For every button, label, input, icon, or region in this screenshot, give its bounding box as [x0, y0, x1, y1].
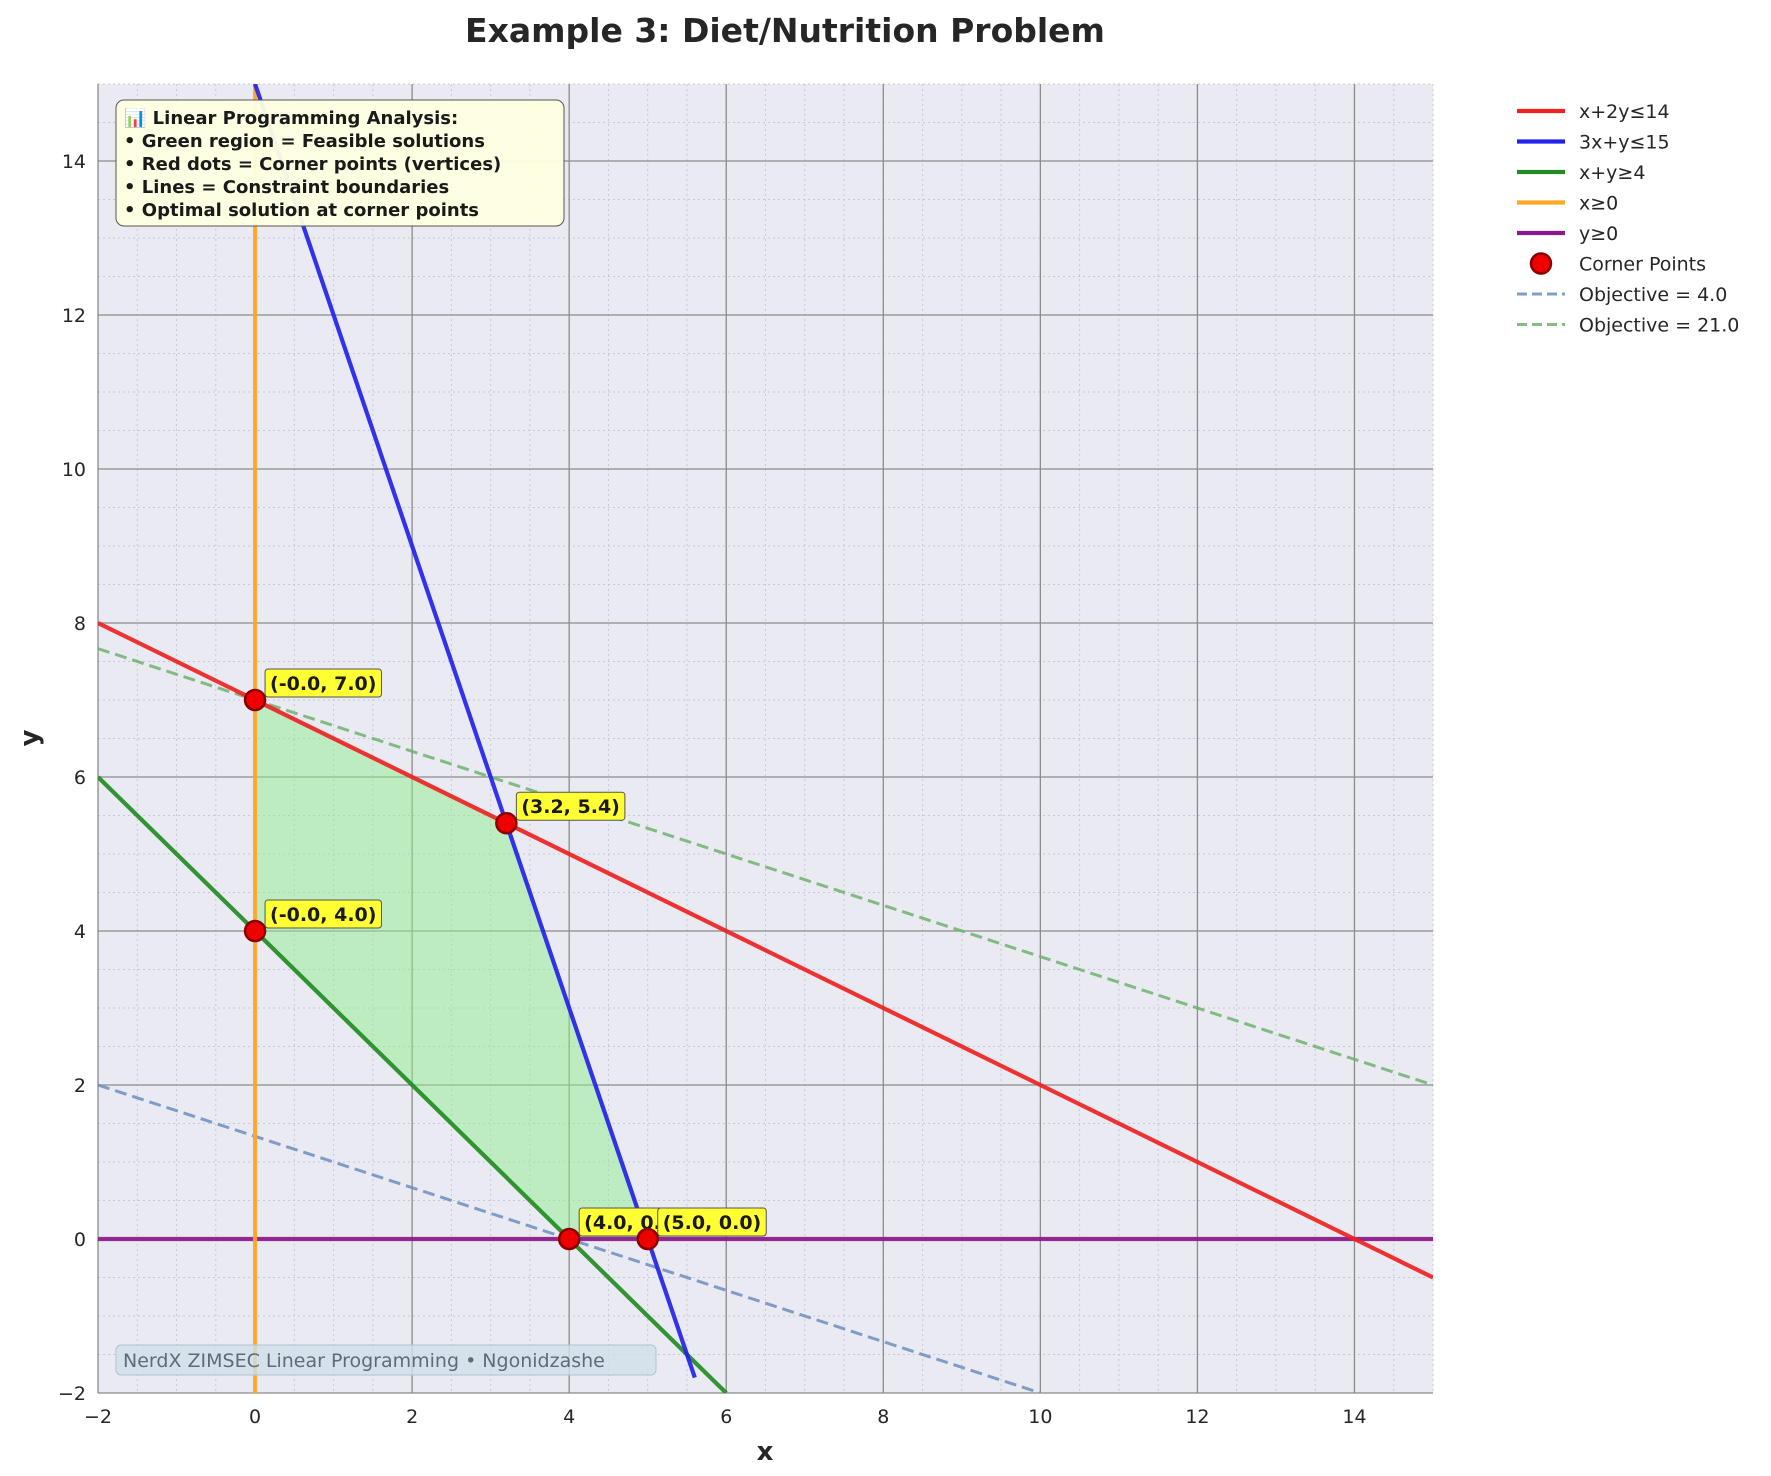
series-line-1	[253, 84, 697, 1379]
legend-label: x+2y≤14	[1579, 101, 1670, 123]
corner-label-2: (-0.0, 4.0)	[264, 899, 382, 929]
y-tick-label: 12	[62, 305, 86, 327]
corner-label-box	[264, 899, 382, 929]
y-tick-label: 2	[74, 1075, 86, 1097]
y-tick-label: 14	[62, 151, 86, 173]
legend-label: Objective = 4.0	[1579, 284, 1727, 306]
corner-label-box	[264, 668, 382, 698]
corner-point-0	[243, 688, 267, 712]
corner-point-1	[495, 811, 518, 835]
x-tick-label: −2	[84, 1406, 112, 1428]
corner-label-1: (3.2, 5.4)	[515, 791, 626, 821]
corner-label-box	[657, 1207, 767, 1237]
watermark-text: NerdX ZIMSEC Linear Programming • Ngonid…	[123, 1350, 605, 1372]
x-tick-label: 6	[720, 1406, 732, 1428]
watermark-bg	[115, 1344, 657, 1376]
legend-entry-0: x+2y≤14	[1517, 101, 1670, 123]
data-layer: (-0.0, 7.0)(3.2, 5.4)(-0.0, 4.0)(4.0, 0.…	[98, 84, 1433, 1393]
x-tick-label: 2	[406, 1406, 418, 1428]
y-tick-label: 8	[74, 613, 86, 635]
series-line-0	[98, 621, 1433, 1280]
x-tick-label: 12	[1185, 1406, 1209, 1428]
x-axis-title: x	[757, 1437, 774, 1467]
chart-title: Example 3: Diet/Nutrition Problem	[465, 11, 1105, 50]
corner-label-box	[515, 791, 626, 821]
info-box-bg	[115, 99, 565, 227]
legend-entry-4: y≥0	[1517, 223, 1618, 245]
x-tick-label: 0	[249, 1406, 261, 1428]
corner-point-2	[243, 919, 267, 943]
corner-label-text: (-0.0, 7.0)	[270, 673, 376, 695]
corner-label-4: (5.0, 0.0)	[657, 1207, 767, 1237]
series-line-2	[98, 775, 728, 1393]
x-tick-label: 10	[1028, 1406, 1052, 1428]
legend-label: x+y≥4	[1579, 162, 1645, 184]
x-tick-label: 4	[563, 1406, 575, 1428]
legend-entry-5: Corner Points	[1529, 252, 1706, 276]
info-line-0: 📊 Linear Programming Analysis:	[124, 107, 458, 129]
series-line-6	[98, 647, 1433, 1087]
legend-label: x≥0	[1579, 193, 1618, 215]
y-tick-label: 0	[74, 1229, 86, 1251]
info-line-1: • Green region = Feasible solutions	[124, 131, 485, 152]
legend-label: Objective = 21.0	[1579, 315, 1739, 337]
x-tick-label: 8	[877, 1406, 889, 1428]
x-tick-label: 14	[1342, 1406, 1366, 1428]
y-tick-label: 4	[74, 921, 86, 943]
y-axis-title: y	[15, 729, 45, 746]
corner-point-4	[636, 1227, 659, 1251]
legend-entry-3: x≥0	[1517, 193, 1618, 215]
legend-entry-6: Objective = 4.0	[1517, 284, 1727, 306]
legend: x+2y≤14 3x+y≤15 x+y≥4 x≥0 y≥0 Corner Points Ob…	[1517, 101, 1739, 337]
legend-entry-1: 3x+y≤15	[1517, 132, 1670, 154]
info-box: 📊 Linear Programming Analysis:• Green re…	[115, 99, 565, 227]
feasible-region	[255, 700, 648, 1239]
info-line-2: • Red dots = Corner points (vertices)	[124, 154, 501, 175]
legend-entry-2: x+y≥4	[1517, 162, 1645, 184]
corner-label-0: (-0.0, 7.0)	[264, 668, 382, 698]
y-tick-label: 10	[62, 459, 86, 481]
corner-label-text: (-0.0, 4.0)	[270, 904, 376, 926]
y-tick-label: −2	[58, 1383, 86, 1405]
info-line-4: • Optimal solution at corner points	[124, 200, 479, 221]
legend-label: 3x+y≤15	[1579, 132, 1670, 154]
corner-point-3	[557, 1227, 581, 1251]
legend-entry-7: Objective = 21.0	[1517, 315, 1739, 337]
watermark: NerdX ZIMSEC Linear Programming • Ngonid…	[115, 1344, 657, 1376]
y-tick-label: 6	[74, 767, 86, 789]
corner-label-text: (5.0, 0.0)	[663, 1212, 762, 1234]
legend-label: y≥0	[1579, 223, 1618, 245]
info-line-3: • Lines = Constraint boundaries	[124, 177, 449, 198]
legend-marker	[1529, 252, 1553, 275]
legend-label: Corner Points	[1579, 254, 1706, 276]
corner-label-text: (3.2, 5.4)	[521, 796, 620, 818]
tick-labels: −2 0 2 4 6 8 10 12 14 −2 0 2 4 6 8 10 12 14	[58, 151, 1367, 1428]
